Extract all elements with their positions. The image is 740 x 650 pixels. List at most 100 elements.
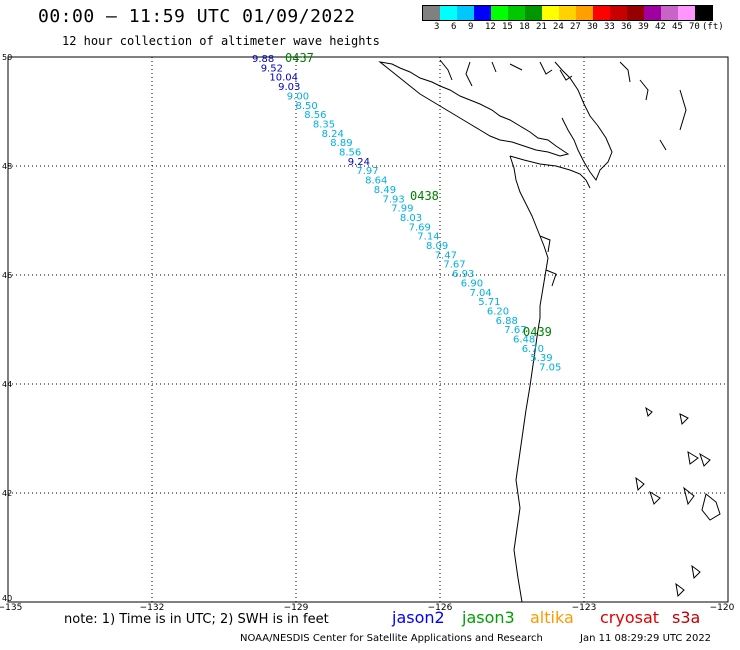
color-scale-label: 30 bbox=[587, 22, 598, 32]
wave-height-label: 6.90 bbox=[461, 278, 483, 289]
wave-height-label: 8.64 bbox=[365, 176, 387, 187]
wave-height-label: 8.09 bbox=[426, 241, 448, 252]
wave-height-label: 7.14 bbox=[417, 232, 439, 243]
axis-tick-labels: −135 −132 −129 −126 −123 −120 50 48 46 44 42 40 bbox=[0, 53, 735, 613]
longitude-tick-label: −135 bbox=[0, 603, 22, 613]
color-scale-cell bbox=[559, 6, 576, 20]
legend-cryosat: cryosat bbox=[600, 608, 660, 627]
wave-height-label: 5.71 bbox=[478, 297, 500, 308]
wave-height-label: 8.56 bbox=[304, 110, 326, 121]
map-subtitle: 12 hour collection of altimeter wave hei… bbox=[62, 34, 380, 48]
longitude-tick-label: −120 bbox=[710, 603, 735, 613]
color-scale-label: 21 bbox=[536, 22, 547, 32]
color-scale-unit: (ft) bbox=[702, 22, 724, 32]
color-scale-label: 9 bbox=[468, 22, 474, 32]
color-scale-label: 18 bbox=[519, 22, 530, 32]
color-scale-cell bbox=[593, 6, 610, 20]
color-scale-cell bbox=[610, 6, 627, 20]
color-scale-label: 36 bbox=[621, 22, 632, 32]
color-scale-label: 15 bbox=[502, 22, 513, 32]
graticule bbox=[8, 57, 728, 602]
color-scale-cell bbox=[695, 6, 712, 20]
wave-height-label: 7.99 bbox=[391, 204, 413, 215]
wave-height-label: 9.52 bbox=[261, 63, 283, 74]
wave-height-label: 7.67 bbox=[504, 325, 526, 336]
coastline bbox=[378, 59, 721, 603]
wave-height-label: 9.88 bbox=[252, 54, 274, 65]
legend-jason2: jason2 bbox=[392, 608, 445, 627]
legend-jason3: jason3 bbox=[462, 608, 515, 627]
color-scale-cell bbox=[576, 6, 593, 20]
wave-height-label: 9.24 bbox=[348, 157, 370, 168]
color-scale-cell bbox=[457, 6, 474, 20]
longitude-tick-label: −129 bbox=[284, 603, 309, 613]
color-scale-label: 3 bbox=[434, 22, 440, 32]
longitude-tick-label: −132 bbox=[140, 603, 165, 613]
color-scale-cell bbox=[440, 6, 457, 20]
footnote: note: 1) Time is in UTC; 2) SWH is in fe… bbox=[64, 612, 329, 627]
track-time-label: 0439 bbox=[523, 325, 552, 339]
wave-height-label: 8.03 bbox=[400, 213, 422, 224]
latitude-tick-label: 40 bbox=[2, 594, 12, 603]
wave-height-label: 5.39 bbox=[530, 353, 552, 364]
latitude-tick-label: 44 bbox=[2, 380, 12, 389]
latitude-tick-label: 48 bbox=[2, 162, 12, 171]
color-scale-label: 45 bbox=[672, 22, 683, 32]
wave-height-label: 10.04 bbox=[269, 73, 298, 84]
color-scale-cell bbox=[423, 6, 440, 20]
color-scale-cell bbox=[678, 6, 695, 20]
color-scale-cell bbox=[474, 6, 491, 20]
color-scale-label: 27 bbox=[570, 22, 581, 32]
satellite-tracks: 9.889.5210.049.039.008.508.568.358.248.8… bbox=[252, 51, 561, 374]
wave-height-label: 6.93 bbox=[452, 269, 474, 280]
color-scale-cell bbox=[627, 6, 644, 20]
longitude-tick-label: −123 bbox=[572, 603, 597, 613]
wave-height-label: 9.03 bbox=[278, 82, 300, 93]
color-scale-label: 33 bbox=[604, 22, 615, 32]
wave-height-label: 6.48 bbox=[513, 335, 535, 346]
color-scale-cell bbox=[661, 6, 678, 20]
wave-height-label: 7.47 bbox=[435, 250, 457, 261]
latitude-tick-label: 42 bbox=[2, 489, 12, 498]
wave-height-label: 7.69 bbox=[409, 222, 431, 233]
color-scale-cell bbox=[491, 6, 508, 20]
longitude-tick-label: −126 bbox=[428, 603, 453, 613]
wave-height-label: 9.00 bbox=[287, 91, 309, 102]
wave-height-label: 6.70 bbox=[522, 344, 544, 355]
wave-height-label: 8.35 bbox=[313, 119, 335, 130]
color-scale-cell bbox=[508, 6, 525, 20]
map-title: 00:00 – 11:59 UTC 01/09/2022 bbox=[38, 6, 356, 27]
color-scale-cell bbox=[525, 6, 542, 20]
legend-s3a: s3a bbox=[672, 608, 701, 627]
track-time-label: 0438 bbox=[410, 189, 439, 203]
color-scale-cell bbox=[644, 6, 661, 20]
generation-timestamp: Jan 11 08:29:29 UTC 2022 bbox=[580, 633, 712, 644]
wave-height-label: 8.24 bbox=[322, 129, 344, 140]
color-scale-cell bbox=[542, 6, 559, 20]
color-scale-label: 6 bbox=[451, 22, 457, 32]
wave-height-label: 8.56 bbox=[339, 148, 361, 159]
wave-height-label: 7.67 bbox=[443, 260, 465, 271]
color-scale-label: 12 bbox=[485, 22, 496, 32]
track-time-label: 0437 bbox=[285, 51, 314, 65]
latitude-tick-label: 46 bbox=[2, 271, 12, 280]
wave-height-label: 8.49 bbox=[374, 185, 396, 196]
wave-height-label: 7.93 bbox=[383, 194, 405, 205]
wave-height-label: 8.89 bbox=[330, 138, 352, 149]
color-scale-label: 39 bbox=[638, 22, 649, 32]
color-scale-label: 24 bbox=[553, 22, 564, 32]
color-scale-label: 70 bbox=[689, 22, 700, 32]
wave-height-label: 6.20 bbox=[487, 306, 509, 317]
wave-height-label: 7.05 bbox=[539, 363, 561, 374]
wave-height-label: 8.50 bbox=[296, 101, 318, 112]
wave-height-label: 7.04 bbox=[470, 288, 492, 299]
map-frame bbox=[7, 56, 729, 603]
color-scale-label: 42 bbox=[655, 22, 666, 32]
color-scale-bar bbox=[422, 5, 713, 21]
legend-altika: altika bbox=[530, 608, 574, 627]
wave-height-label: 7.97 bbox=[356, 166, 378, 177]
credit-line: NOAA/NESDIS Center for Satellite Applica… bbox=[240, 633, 543, 644]
wave-height-label: 6.88 bbox=[496, 316, 518, 327]
latitude-tick-label: 50 bbox=[2, 53, 12, 62]
